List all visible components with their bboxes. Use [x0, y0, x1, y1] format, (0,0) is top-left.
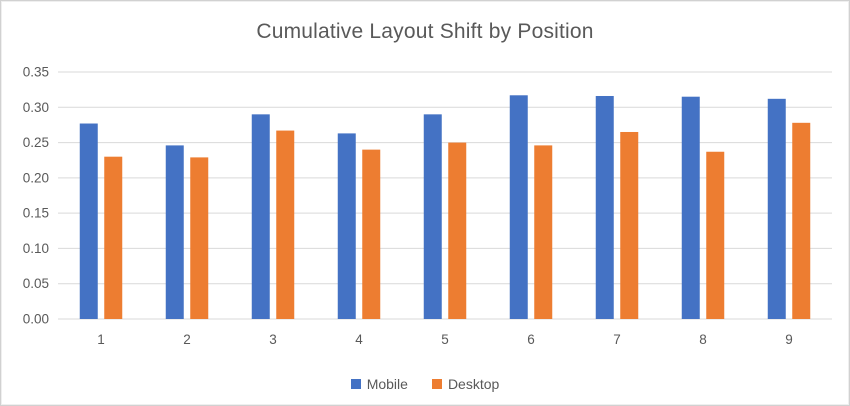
y-axis-tick-label: 0.25: [23, 135, 49, 150]
bar-mobile-5: [423, 114, 442, 319]
bar-mobile-3: [251, 114, 270, 319]
desktop-series-swatch-icon: [431, 379, 442, 389]
legend-label-mobile: Mobile: [366, 376, 408, 392]
legend-label-desktop: Desktop: [447, 376, 500, 392]
x-axis-tick-label: 3: [269, 332, 277, 347]
bar-mobile-4: [337, 133, 356, 319]
bar-mobile-9: [767, 98, 786, 320]
bar-mobile-1: [79, 123, 98, 319]
legend-item-mobile: Mobile: [350, 376, 408, 392]
y-axis-tick-label: 0.30: [23, 100, 49, 115]
y-axis-tick-label: 0.10: [23, 241, 49, 256]
y-axis-tick-label: 0.35: [23, 65, 49, 80]
x-axis-tick-label: 1: [97, 332, 105, 347]
bar-desktop-8: [706, 151, 725, 319]
x-axis-tick-label: 5: [441, 332, 449, 347]
legend-item-desktop: Desktop: [431, 376, 500, 392]
bar-desktop-1: [104, 156, 123, 319]
x-axis-tick-label: 7: [613, 332, 621, 347]
chart-title: Cumulative Layout Shift by Position: [256, 20, 594, 43]
bar-desktop-2: [190, 157, 209, 319]
x-axis-tick-label: 8: [699, 332, 707, 347]
legend: Mobile Desktop: [1, 376, 849, 392]
y-axis-tick-label: 0.05: [23, 276, 49, 291]
y-axis-tick-label: 0.20: [23, 170, 49, 185]
bar-desktop-5: [448, 142, 467, 319]
bar-desktop-4: [362, 149, 381, 319]
bar-desktop-7: [620, 131, 639, 319]
y-axis-tick-label: 0.15: [23, 206, 49, 221]
y-axis-tick-label: 0.00: [23, 312, 49, 327]
bar-desktop-6: [534, 145, 553, 319]
bar-mobile-6: [509, 95, 528, 319]
bar-mobile-7: [595, 95, 614, 319]
bar-desktop-9: [792, 122, 811, 319]
x-axis-tick-label: 4: [355, 332, 363, 347]
x-axis-tick-label: 2: [183, 332, 191, 347]
x-axis-tick-label: 9: [785, 332, 793, 347]
bar-mobile-2: [165, 145, 184, 319]
mobile-series-swatch-icon: [350, 379, 361, 389]
x-axis-tick-label: 6: [527, 332, 535, 347]
bar-mobile-8: [681, 96, 700, 319]
bar-desktop-3: [276, 130, 295, 319]
